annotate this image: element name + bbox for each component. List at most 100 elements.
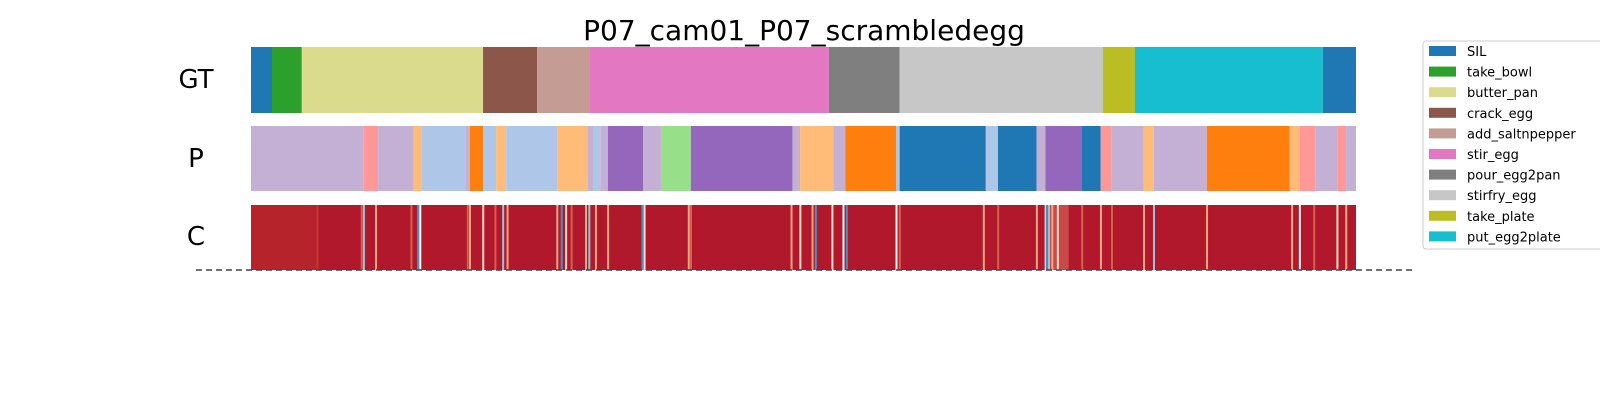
- gt-segment: [899, 47, 1103, 113]
- c-background: [251, 205, 1356, 270]
- p-bar: [251, 126, 1356, 191]
- legend-label: butter_pan: [1467, 86, 1538, 101]
- legend-label: SIL: [1467, 45, 1487, 60]
- p-segment: [1299, 126, 1316, 191]
- c-stripe: [360, 205, 363, 270]
- legend-label: put_egg2plate: [1467, 230, 1561, 245]
- legend: SIL take_bowl butter_pan crack_egg add_saltn…: [1422, 40, 1600, 250]
- legend-label: crack_egg: [1467, 107, 1533, 122]
- legend-label: take_plate: [1467, 210, 1535, 225]
- c-stripe: [982, 205, 985, 270]
- c-stripe: [468, 205, 471, 270]
- p-segment: [845, 126, 897, 191]
- legend-swatch: [1429, 107, 1456, 118]
- p-segment: [413, 126, 422, 191]
- gt-segment: [301, 47, 484, 113]
- legend-swatch: [1429, 128, 1456, 139]
- p-segment: [251, 126, 364, 191]
- c-stripe: [687, 205, 690, 270]
- legend-swatch: [1429, 46, 1456, 56]
- legend-label: pour_egg2pan: [1467, 169, 1561, 184]
- c-stripe: [417, 205, 420, 270]
- c-stripe: [811, 205, 814, 270]
- p-segment: [465, 126, 470, 191]
- gt-segment: [828, 47, 900, 113]
- legend-swatch: [1429, 190, 1456, 201]
- legend-label: stirfry_egg: [1467, 189, 1536, 204]
- c-stripe: [1336, 205, 1339, 270]
- c-stripe: [556, 205, 559, 270]
- legend-swatch: [1429, 87, 1456, 98]
- legend-swatch: [1429, 169, 1456, 180]
- c-stripe: [410, 205, 413, 270]
- c-stripe: [565, 205, 568, 270]
- p-segment: [1081, 126, 1101, 191]
- row-label-c: C: [187, 222, 205, 252]
- row-label-gt: GT: [178, 65, 213, 95]
- legend-label: add_saltnpepper: [1467, 127, 1576, 142]
- c-stripe: [316, 205, 319, 270]
- c-stripe: [1206, 205, 1209, 270]
- c-stripe: [594, 205, 597, 270]
- gt-segment: [1135, 47, 1323, 113]
- p-segment: [1346, 126, 1356, 191]
- gt-segment: [251, 47, 272, 113]
- c-stripe: [506, 205, 509, 270]
- gt-segment: [1102, 47, 1135, 113]
- p-segment: [643, 126, 661, 191]
- c-stripe: [641, 205, 644, 270]
- p-segment: [1289, 126, 1300, 191]
- gt-segment: [271, 47, 302, 113]
- p-segment: [588, 126, 594, 191]
- c-stripe: [502, 205, 505, 270]
- c-stripe: [1345, 205, 1348, 270]
- c-stripe: [1099, 205, 1102, 270]
- p-segment: [593, 126, 601, 191]
- c-stripe: [607, 205, 610, 270]
- c-stripe: [1110, 205, 1113, 270]
- row-label-p: P: [188, 144, 204, 174]
- p-segment: [1337, 126, 1347, 191]
- c-stripe: [1081, 205, 1084, 270]
- c-stripe: [560, 205, 563, 270]
- gt-bar: [251, 47, 1356, 113]
- p-segment: [378, 126, 414, 191]
- c-stripe: [997, 205, 1000, 270]
- c-stripe: [1035, 205, 1038, 270]
- gt-segment: [483, 47, 538, 113]
- c-bar: [251, 205, 1356, 270]
- p-segment: [833, 126, 846, 191]
- c-stripe: [814, 205, 817, 270]
- c-stripe: [1048, 205, 1051, 270]
- c-stripe: [831, 205, 834, 270]
- c-stripe: [643, 205, 646, 270]
- p-segment: [1206, 126, 1290, 191]
- gt-segment: [1322, 47, 1356, 113]
- c-gradient-region: [251, 205, 318, 270]
- legend-label: stir_egg: [1467, 148, 1519, 163]
- p-segment: [600, 126, 608, 191]
- c-stripe: [570, 205, 573, 270]
- c-stripe: [588, 205, 591, 270]
- p-segment: [1100, 126, 1112, 191]
- c-stripe: [845, 205, 848, 270]
- chart-title: P07_cam01_P07_scrambledegg: [583, 14, 1025, 47]
- c-stripe: [842, 205, 845, 270]
- p-segment: [1045, 126, 1082, 191]
- p-segment: [496, 126, 507, 191]
- c-stripe: [1051, 205, 1054, 270]
- c-stripe: [799, 205, 802, 270]
- p-segment: [469, 126, 484, 191]
- c-stripe: [1143, 205, 1146, 270]
- p-segment: [1153, 126, 1207, 191]
- c-stripe: [1044, 205, 1047, 270]
- p-segment: [1315, 126, 1338, 191]
- p-segment: [506, 126, 558, 191]
- p-segment: [690, 126, 793, 191]
- p-segment: [421, 126, 466, 191]
- gt-segment: [537, 47, 590, 113]
- p-segment: [363, 126, 379, 191]
- c-stripe: [466, 205, 469, 270]
- legend-swatch: [1429, 231, 1456, 242]
